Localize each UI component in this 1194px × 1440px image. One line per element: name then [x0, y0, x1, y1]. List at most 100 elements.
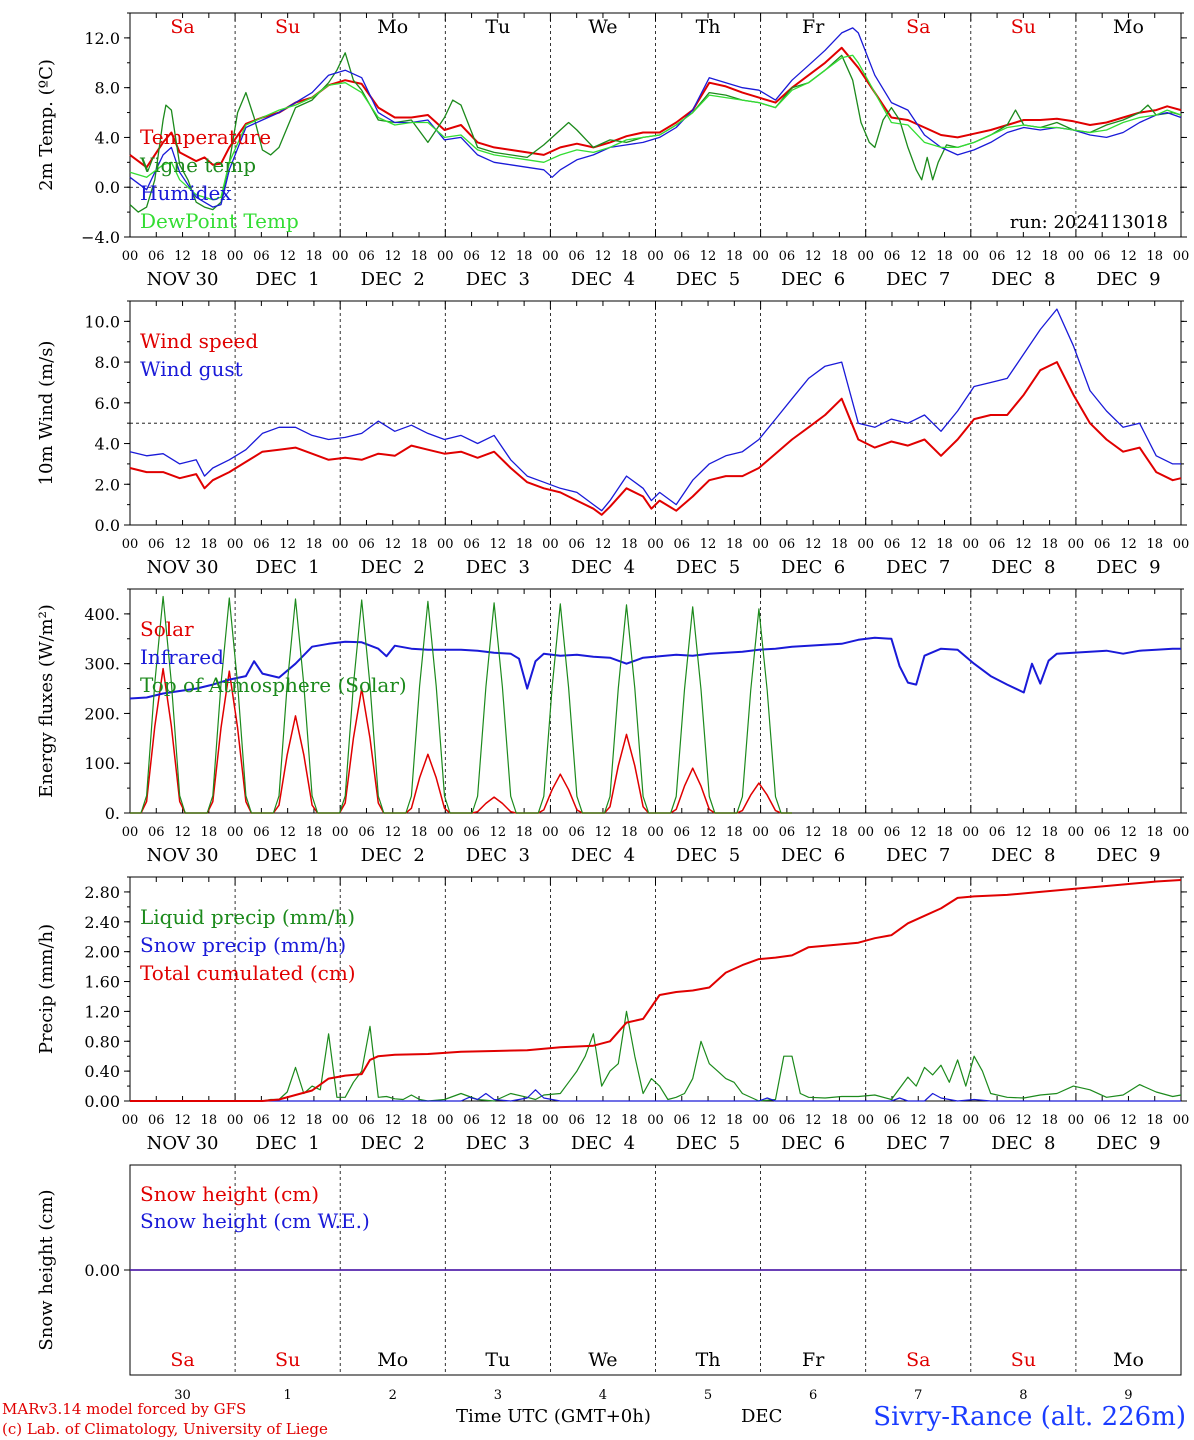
date-label: DEC 9	[1096, 269, 1160, 290]
panel-wind	[124, 300, 1187, 526]
hour-tick-label: 12	[174, 249, 191, 264]
weekday-label: Th	[696, 16, 721, 38]
footer-day-number: 30	[174, 1388, 191, 1403]
hour-tick-label: 00	[752, 1113, 769, 1128]
hour-tick-label: 12	[805, 825, 822, 840]
hour-tick-label: 00	[437, 249, 454, 264]
hour-tick-label: 12	[910, 249, 927, 264]
hour-tick-label: 12	[805, 537, 822, 552]
hour-tick-label: 00	[647, 537, 664, 552]
footer-day-number: 3	[494, 1388, 502, 1403]
series-line-total-cumulated-cm-	[130, 879, 1182, 1102]
hour-tick-label: 06	[1094, 249, 1111, 264]
hour-tick-label: 00	[542, 249, 559, 264]
weekday-label: Su	[1011, 1349, 1036, 1371]
y-tick-label: 4.0	[95, 128, 120, 147]
hour-tick-label: 18	[306, 1113, 323, 1128]
station-name: Sivry-Rance (alt. 226m)	[873, 1402, 1186, 1432]
hour-tick-label: 12	[700, 537, 717, 552]
weekday-label: Th	[696, 1349, 721, 1371]
hour-tick-label: 06	[358, 1113, 375, 1128]
hour-tick-label: 06	[253, 825, 270, 840]
series-line-humidex	[129, 27, 1182, 208]
time-axis-label: Time UTC (GMT+0h)	[456, 1406, 651, 1427]
hour-tick-label: 06	[463, 249, 480, 264]
hour-tick-label: 00	[752, 825, 769, 840]
hour-tick-label: 18	[516, 249, 533, 264]
hour-tick-label: 12	[1015, 249, 1032, 264]
hour-tick-label: 12	[595, 249, 612, 264]
date-label: DEC 6	[781, 1133, 845, 1154]
weekday-label: Fr	[802, 16, 825, 38]
footer-day-number: 5	[704, 1388, 712, 1403]
date-label: DEC 1	[256, 269, 320, 290]
hour-tick-label: 12	[1015, 1113, 1032, 1128]
hour-tick-label: 12	[1120, 1113, 1137, 1128]
series-line-liquid-precip-mm-h-	[130, 1010, 1182, 1102]
date-label: NOV 30	[147, 1133, 219, 1154]
date-label: DEC 5	[676, 845, 740, 866]
hour-tick-label: 18	[936, 1113, 953, 1128]
date-label: DEC 2	[361, 557, 425, 578]
series-line-wind-gust	[129, 308, 1181, 512]
y-axis-label: 10m Wind (m/s)	[36, 341, 57, 486]
hour-tick-label: 12	[1120, 537, 1137, 552]
y-tick-label: 1.60	[84, 973, 120, 992]
date-label: DEC 9	[1096, 1133, 1160, 1154]
y-tick-label: 8.0	[95, 353, 120, 372]
hour-tick-label: 00	[857, 249, 874, 264]
footer-day-number: 9	[1124, 1388, 1132, 1403]
hour-tick-label: 12	[279, 537, 296, 552]
date-label: NOV 30	[147, 557, 219, 578]
date-label: DEC 9	[1096, 557, 1160, 578]
legend-entry: Wind gust	[140, 357, 243, 381]
hour-tick-label: 18	[411, 825, 428, 840]
hour-tick-label: 12	[805, 249, 822, 264]
hour-tick-label: 06	[989, 825, 1006, 840]
date-label: DEC 9	[1096, 845, 1160, 866]
weekday-label: Mo	[1113, 1349, 1144, 1371]
hour-tick-label: 12	[174, 825, 191, 840]
hour-tick-label: 06	[148, 249, 165, 264]
y-tick-label: 0.	[105, 804, 120, 823]
hour-tick-label: 18	[411, 537, 428, 552]
hour-tick-label: 18	[1041, 825, 1058, 840]
hour-tick-label: 18	[201, 537, 218, 552]
date-label: DEC 7	[886, 557, 950, 578]
hour-tick-label: 12	[700, 1113, 717, 1128]
hour-tick-label: 12	[1015, 537, 1032, 552]
hour-tick-label: 12	[384, 537, 401, 552]
hour-tick-label: 06	[989, 537, 1006, 552]
hour-tick-label: 06	[989, 1113, 1006, 1128]
hour-tick-label: 00	[227, 825, 244, 840]
hour-tick-label: 12	[279, 1113, 296, 1128]
hour-tick-label: 12	[595, 1113, 612, 1128]
hour-tick-label: 18	[306, 249, 323, 264]
date-label: DEC 1	[256, 1133, 320, 1154]
hour-tick-label: 00	[122, 1113, 139, 1128]
date-label: DEC 3	[466, 557, 530, 578]
run-annotation: run: 2024113018	[1010, 212, 1168, 233]
hour-tick-label: 18	[516, 825, 533, 840]
hour-tick-label: 00	[647, 249, 664, 264]
date-label: DEC 3	[466, 269, 530, 290]
hour-tick-label: 00	[437, 537, 454, 552]
footer-day-number: 1	[284, 1388, 292, 1403]
hour-tick-label: 18	[1041, 249, 1058, 264]
date-label: DEC 5	[676, 1133, 740, 1154]
hour-tick-label: 18	[726, 537, 743, 552]
hour-tick-label: 00	[437, 1113, 454, 1128]
hour-tick-label: 00	[332, 1113, 349, 1128]
hour-tick-label: 12	[910, 825, 927, 840]
hour-tick-label: 12	[805, 1113, 822, 1128]
hour-tick-label: 06	[463, 1113, 480, 1128]
y-tick-label: 300.	[84, 655, 120, 674]
panel-precip	[124, 876, 1187, 1102]
y-axis-label: Precip (mm/h)	[36, 924, 57, 1054]
panel-temperature	[124, 12, 1187, 238]
legend-entry: Vigne temp	[139, 153, 256, 177]
hour-tick-label: 18	[1041, 537, 1058, 552]
date-label: DEC 4	[571, 1133, 635, 1154]
series-line-top-of-atmosphere-solar-	[130, 595, 792, 814]
lab-credit: (c) Lab. of Climatology, University of L…	[2, 1420, 328, 1438]
